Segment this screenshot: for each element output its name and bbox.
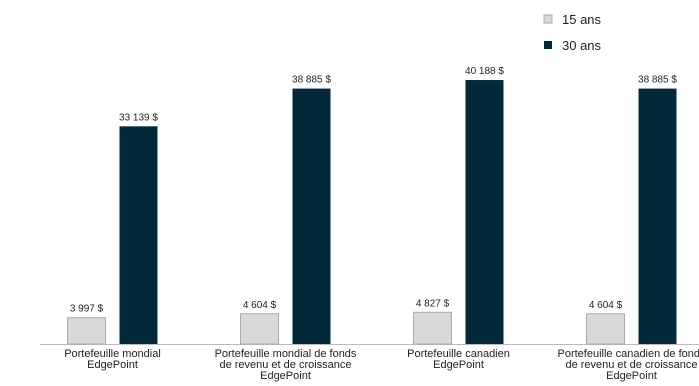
bar [465,80,504,345]
x-tick-label: Portefeuille canadien EdgePoint [407,348,510,371]
bar [240,313,279,345]
value-label: 33 139 $ [119,112,158,123]
legend-swatch [544,41,552,49]
bar [586,313,625,345]
value-label: 4 827 $ [416,298,450,309]
legend-swatch [543,14,553,24]
value-label: 38 885 $ [638,75,677,86]
value-label: 38 885 $ [292,75,331,86]
bar [67,317,106,345]
x-tick-label: Portefeuille mondial EdgePoint [64,348,161,371]
x-tick-label: Portefeuille mondial de fonds de revenu … [214,348,357,382]
value-label: 4 604 $ [243,300,277,311]
legend-label: 30 ans [562,38,602,53]
bar [292,88,331,344]
legend-label: 15 ans [562,12,602,27]
bar [638,88,677,344]
bar [119,126,158,345]
bar [413,311,452,345]
value-label: 40 188 $ [465,66,504,77]
value-label: 4 604 $ [589,300,623,311]
value-label: 3 997 $ [70,304,104,315]
x-tick-label: Portefeuille canadien de fonds de revenu… [557,348,699,382]
